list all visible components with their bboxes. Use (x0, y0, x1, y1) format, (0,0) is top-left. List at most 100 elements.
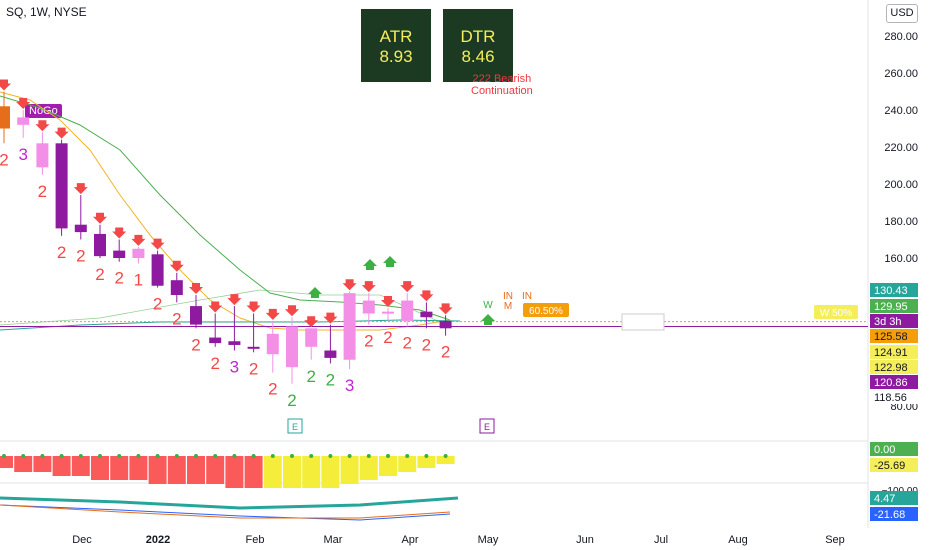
candle-body (439, 320, 452, 329)
histogram-dot (98, 454, 102, 458)
candle-body (151, 254, 164, 286)
down-arrow-marker (189, 283, 203, 294)
inline-label-bg (523, 303, 569, 317)
strat-label: 2 (0, 150, 9, 169)
price-label-bg (870, 375, 918, 389)
price-label: 120.86 (874, 377, 908, 389)
histogram-bar (91, 456, 109, 480)
up-arrow-marker (308, 287, 322, 298)
candle-body (362, 300, 375, 314)
momentum-line (0, 496, 459, 510)
down-arrow-marker (323, 312, 338, 324)
down-arrow-marker (400, 281, 415, 293)
histogram-dot (270, 454, 275, 458)
indicator-label-bg (870, 507, 918, 521)
histogram-bar (321, 456, 340, 488)
time-tick: Dec (72, 534, 92, 546)
histogram-dot (136, 454, 141, 458)
strat-label: 3 (345, 376, 354, 395)
price-label: 124.91 (874, 347, 908, 359)
up-arrow-marker (383, 256, 397, 267)
inline-label: W 50% (820, 308, 852, 319)
inline-label: 60.50% (529, 306, 563, 317)
candle-body (324, 350, 337, 358)
candle-body (382, 311, 394, 314)
histogram-bar (206, 456, 225, 484)
histogram-bar (340, 456, 359, 484)
histogram-bar (187, 456, 205, 484)
down-arrow-marker (438, 303, 453, 315)
down-arrow-marker (131, 234, 146, 246)
signal-line-2 (0, 504, 451, 519)
up-arrow-marker (363, 259, 377, 270)
ma-slow-line (0, 95, 451, 321)
price-label-bg (870, 360, 918, 374)
candle-body (401, 300, 414, 321)
histogram-dot (21, 454, 26, 458)
histogram-bar (0, 456, 13, 468)
indicator-label-bg (870, 491, 918, 505)
candle-body (74, 224, 87, 233)
price-tick: 180.00 (884, 216, 918, 228)
pattern-note-line1: 222 Bearish (472, 73, 532, 85)
histogram-dot (155, 454, 160, 458)
earnings-marker-label: E (292, 422, 298, 432)
up-arrow-marker (481, 314, 495, 325)
histogram-dot (366, 454, 371, 458)
price-label: 122.98 (874, 362, 908, 374)
candle-body (113, 250, 126, 258)
histogram-dot (405, 454, 410, 458)
time-tick: Mar (324, 534, 343, 546)
histogram-bar (283, 456, 301, 488)
down-arrow-marker (361, 281, 376, 293)
currency-button[interactable]: USD (886, 4, 918, 23)
down-arrow-marker (93, 212, 107, 224)
candle-body (170, 280, 183, 295)
strat-label: 2 (95, 265, 104, 284)
strat-label: 2 (441, 343, 450, 362)
price-label-bg (870, 314, 918, 328)
strat-label: 2 (268, 380, 277, 399)
down-arrow-marker (208, 301, 223, 313)
histogram-dot (117, 454, 122, 458)
price-label-bg (870, 329, 918, 343)
pattern-note-line2: Continuation (471, 85, 533, 97)
down-arrow-marker (246, 301, 261, 313)
histogram-bar (379, 456, 397, 476)
earnings-marker-label: E (484, 422, 490, 432)
histogram-dot (174, 454, 179, 458)
strat-label: 2 (57, 243, 66, 262)
indicator-label-bg (870, 442, 918, 456)
histogram-dot (40, 454, 45, 458)
histogram-dot (59, 454, 64, 458)
candle-body (228, 341, 241, 345)
dtr-value: 8.46 (461, 47, 495, 66)
future-label: IN (522, 291, 532, 302)
candle-body (286, 326, 298, 368)
down-arrow-marker (285, 305, 299, 317)
strat-label: 2 (306, 367, 315, 386)
price-label: 129.95 (874, 301, 908, 313)
indicator-label: -21.68 (874, 509, 905, 521)
future-label: M (504, 301, 512, 312)
future-label: IN (503, 291, 513, 302)
strat-label: 2 (191, 335, 200, 354)
strat-label: 3 (18, 145, 27, 164)
down-arrow-marker (35, 120, 50, 132)
strat-label: 2 (249, 359, 258, 378)
future-label: W (483, 300, 493, 311)
price-label: 130.43 (874, 285, 908, 297)
histogram-dot (443, 454, 448, 458)
price-tick: 280.00 (884, 31, 918, 43)
down-arrow-marker (112, 227, 127, 239)
histogram-bar (244, 456, 263, 488)
atr-label: ATR (379, 27, 413, 46)
ma-green-line (0, 289, 441, 326)
candle-body (190, 306, 202, 325)
indicator-label: 0.00 (874, 444, 895, 456)
histogram-dot (251, 454, 256, 458)
candle-body (132, 248, 145, 258)
strat-label: 2 (422, 335, 431, 354)
earnings-marker (287, 418, 303, 434)
